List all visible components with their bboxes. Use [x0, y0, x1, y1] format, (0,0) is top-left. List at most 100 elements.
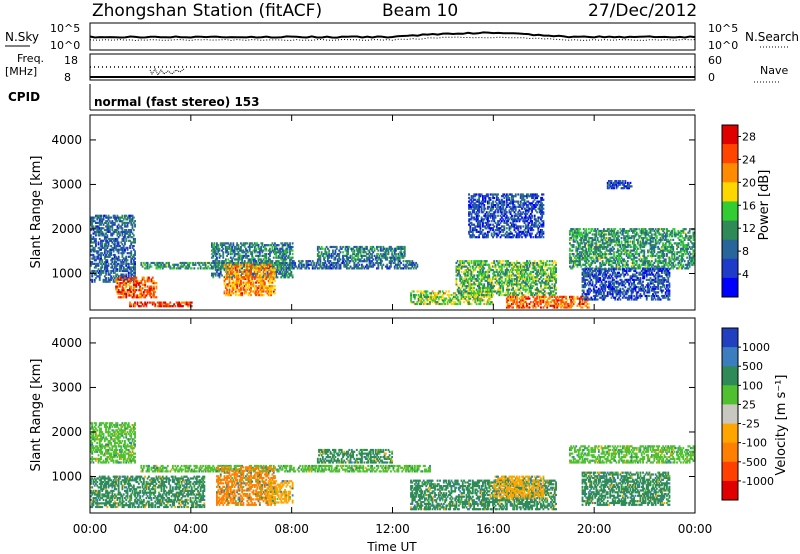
range-cell: [381, 254, 384, 257]
range-cell: [132, 262, 135, 265]
range-cell: [388, 267, 391, 270]
range-cell: [154, 282, 157, 285]
range-cell: [282, 254, 285, 257]
range-cell: [103, 221, 106, 224]
range-cell: [470, 290, 473, 293]
range-cell: [130, 273, 133, 276]
range-cell: [102, 262, 105, 265]
range-cell: [323, 261, 326, 265]
range-cell: [456, 265, 459, 268]
range-cell: [320, 251, 323, 254]
range-cell: [142, 263, 145, 266]
range-cell: [226, 247, 228, 250]
range-cell: [214, 269, 217, 272]
range-cell: [263, 265, 266, 268]
range-cell: [267, 286, 270, 289]
range-cell: [345, 267, 348, 270]
range-cell: [377, 261, 380, 265]
range-cell: [397, 254, 400, 257]
range-cell: [98, 237, 101, 241]
range-cell: [131, 255, 134, 258]
range-cell: [256, 272, 259, 275]
range-cell: [252, 281, 255, 284]
range-cell: [95, 234, 97, 237]
range-cell: [332, 265, 334, 268]
range-cell: [121, 229, 124, 232]
range-cell: [329, 254, 332, 257]
range-cell: [420, 299, 423, 302]
range-cell: [140, 294, 143, 297]
range-cell: [398, 251, 401, 254]
range-cell: [158, 265, 160, 268]
range-cell: [393, 247, 396, 250]
range-cell: [281, 274, 284, 277]
range-cell: [184, 261, 187, 265]
range-cell: [456, 302, 459, 306]
range-cell: [93, 246, 96, 249]
range-cell: [255, 267, 257, 270]
range-cell: [280, 263, 283, 266]
range-cell: [124, 287, 126, 290]
range-cell: [280, 269, 283, 272]
range-cell: [96, 227, 99, 230]
range-cell: [275, 269, 278, 272]
range-cell: [329, 265, 332, 268]
range-cell: [127, 294, 130, 297]
range-cell: [458, 267, 460, 270]
range-cell: [224, 258, 227, 261]
range-cell: [442, 302, 445, 306]
range-cell: [490, 301, 493, 304]
range-cell: [368, 254, 371, 257]
range-cell: [100, 259, 102, 262]
range-cell: [238, 269, 241, 272]
range-cell: [261, 279, 264, 282]
range-cell: [95, 225, 97, 228]
range-cell: [260, 294, 263, 297]
range-cell: [243, 276, 246, 279]
range-cell: [275, 260, 278, 263]
range-cell: [262, 272, 265, 275]
range-cell: [227, 258, 230, 261]
range-cell: [105, 280, 107, 283]
range-cell: [141, 278, 144, 281]
range-cell: [377, 253, 380, 256]
range-cell: [116, 264, 119, 267]
range-cell: [223, 277, 226, 281]
range-cell: [250, 279, 252, 282]
range-cell: [121, 277, 124, 280]
range-cell: [555, 261, 557, 265]
range-cell: [127, 292, 130, 295]
range-cell: [129, 301, 131, 304]
range-cell: [248, 260, 251, 263]
range-cell: [226, 261, 228, 265]
range-cell: [432, 295, 435, 298]
range-cell: [256, 292, 259, 295]
range-cell: [159, 267, 162, 270]
range-cell: [106, 223, 109, 226]
range-cell: [358, 260, 361, 263]
range-cell: [246, 261, 249, 265]
range-cell: [217, 260, 220, 263]
range-cell: [120, 246, 123, 249]
range-cell: [116, 269, 119, 273]
range-cell: [111, 246, 114, 249]
range-cell: [398, 254, 401, 257]
range-cell: [387, 253, 390, 256]
range-cell: [316, 260, 319, 263]
range-cell: [517, 193, 520, 196]
range-cell: [156, 305, 159, 308]
range-cell: [216, 256, 218, 259]
range-cell: [284, 258, 286, 261]
range-cell: [353, 249, 356, 252]
range-cell: [266, 286, 269, 289]
range-cell: [479, 302, 482, 306]
range-cell: [242, 249, 245, 252]
range-cell: [459, 290, 462, 293]
range-cell: [151, 301, 154, 304]
range-cell: [129, 255, 131, 258]
range-cell: [450, 299, 453, 302]
range-cell: [281, 244, 284, 247]
range-cell: [261, 244, 264, 247]
freq-tick-top: 18: [64, 54, 78, 67]
range-cell: [430, 295, 433, 298]
